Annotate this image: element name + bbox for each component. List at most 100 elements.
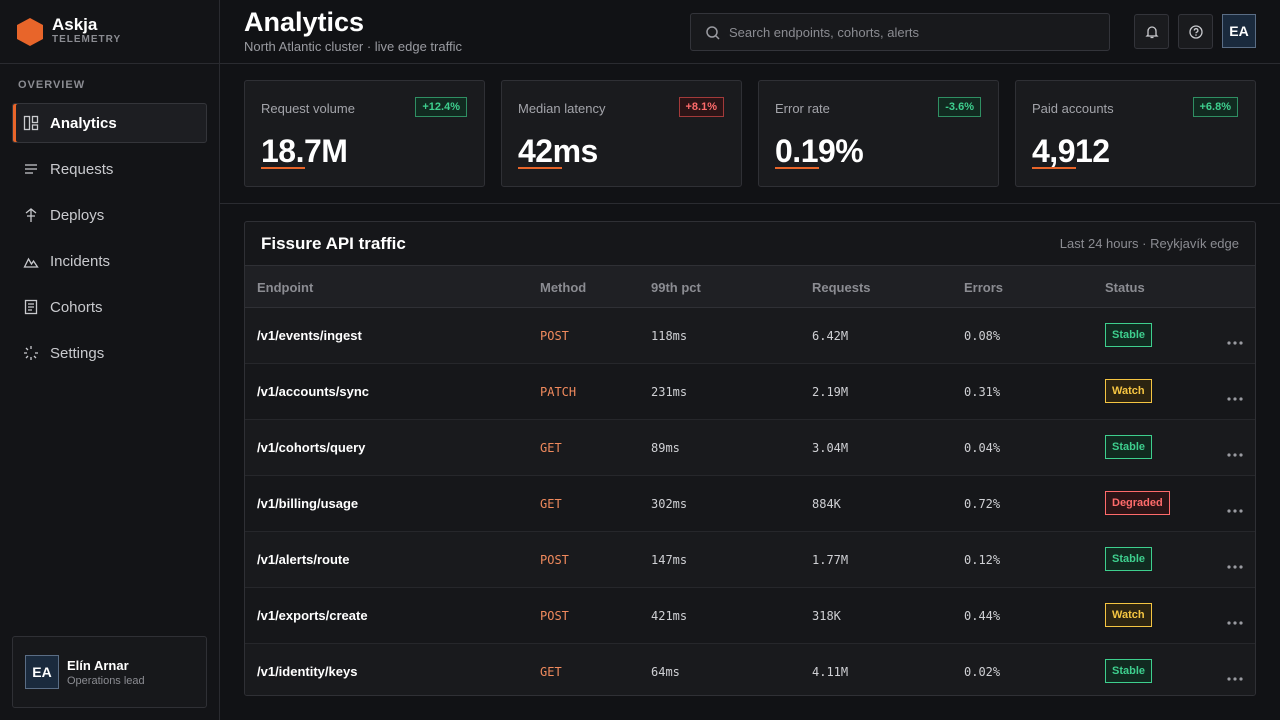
column-header: Method <box>540 280 587 295</box>
cell-method: GET <box>540 441 562 455</box>
menu-icon <box>1227 677 1243 681</box>
user-name: Elín Arnar <box>67 658 129 673</box>
kpi-value: 42ms <box>518 133 598 169</box>
cell-endpoint: /v1/billing/usage <box>257 496 359 511</box>
nav-item[interactable]: Incidents <box>12 241 207 281</box>
cell-errors: 0.04% <box>964 441 1001 455</box>
cell-p99: 147ms <box>651 553 688 567</box>
table-row: /v1/cohorts/query GET 89ms 3.04M 0.04% Stable <box>245 420 1255 476</box>
kpi-label: Error rate <box>775 101 830 116</box>
cell-errors: 0.12% <box>964 553 1001 567</box>
kpi-underline <box>518 167 562 169</box>
nav-icon <box>23 115 39 131</box>
cell-errors: 0.31% <box>964 385 1001 399</box>
help-icon <box>1188 24 1203 39</box>
cell-requests: 318K <box>812 609 841 623</box>
nav-icon <box>25 208 37 222</box>
header-avatar[interactable]: EA <box>1222 14 1256 48</box>
column-header: Endpoint <box>257 280 314 295</box>
kpi-card: Paid accounts +6.8% 4,912 <box>1015 80 1256 187</box>
row-menu[interactable] <box>1227 500 1243 518</box>
cell-errors: 0.44% <box>964 609 1001 623</box>
nav-item[interactable]: Deploys <box>12 195 207 235</box>
cell-p99: 118ms <box>651 329 688 343</box>
search-placeholder: Search endpoints, cohorts, alerts <box>729 25 920 40</box>
cell-status: Watch <box>1105 603 1152 627</box>
nav-label: Requests <box>50 160 114 178</box>
traffic-table: Fissure API traffic Last 24 hours · Reyk… <box>244 221 1256 696</box>
cell-status: Watch <box>1105 379 1152 403</box>
cell-requests: 3.04M <box>812 441 849 455</box>
kpi-label: Paid accounts <box>1032 101 1114 116</box>
nav-label: Settings <box>50 344 105 362</box>
menu-icon <box>1227 453 1243 457</box>
cell-requests: 6.42M <box>812 329 849 343</box>
row-menu[interactable] <box>1227 388 1243 406</box>
nav-section: OVERVIEW <box>18 79 86 91</box>
column-header: Requests <box>812 280 871 295</box>
cell-endpoint: /v1/events/ingest <box>257 328 362 343</box>
table-row: /v1/alerts/route POST 147ms 1.77M 0.12% Stabl… <box>245 532 1255 588</box>
kpi-delta: -3.6% <box>938 97 981 117</box>
cell-method: POST <box>540 609 569 623</box>
nav-item[interactable]: Requests <box>12 149 207 189</box>
nav: Analytics Requests Deploys Incidents Cohorts… <box>12 103 207 379</box>
column-header: Status <box>1105 280 1145 295</box>
cell-status: Stable <box>1105 323 1153 347</box>
top-bar: Analytics North Atlantic cluster · live … <box>220 0 1280 64</box>
row-menu[interactable] <box>1227 556 1243 574</box>
user-card[interactable]: EA Elín Arnar Operations lead <box>12 636 207 708</box>
kpi-delta: +6.8% <box>1192 97 1238 117</box>
nav-icon <box>25 164 37 174</box>
user-avatar: EA <box>25 655 59 689</box>
menu-icon <box>1227 341 1243 345</box>
cell-method: POST <box>540 329 569 343</box>
menu-icon <box>1227 509 1243 513</box>
logo <box>17 18 43 46</box>
table-meta: Last 24 hours · Reykjavík edge <box>1059 236 1239 251</box>
cell-status: Degraded <box>1105 491 1170 515</box>
nav-item[interactable]: Settings <box>12 333 207 373</box>
page-title: Analytics <box>244 7 365 37</box>
brand-name: Askja <box>52 15 98 34</box>
nav-label: Analytics <box>50 114 117 132</box>
kpi-label: Median latency <box>518 101 606 116</box>
cell-p99: 421ms <box>651 609 688 623</box>
cell-errors: 0.72% <box>964 497 1001 511</box>
nav-item[interactable]: Analytics <box>12 103 207 143</box>
help-button[interactable] <box>1178 14 1213 49</box>
cell-requests: 884K <box>812 497 841 511</box>
kpi-value: 18.7M <box>261 133 348 169</box>
nav-item[interactable]: Cohorts <box>12 287 207 327</box>
column-header: 99th pct <box>651 280 701 295</box>
cell-endpoint: /v1/identity/keys <box>257 664 358 679</box>
cell-p99: 231ms <box>651 385 688 399</box>
table-row: /v1/accounts/sync PATCH 231ms 2.19M 0.31% Wat… <box>245 364 1255 420</box>
cell-p99: 89ms <box>651 441 680 455</box>
cell-errors: 0.08% <box>964 329 1001 343</box>
nav-icon <box>24 299 38 315</box>
notifications-button[interactable] <box>1134 14 1169 49</box>
cell-errors: 0.02% <box>964 665 1001 679</box>
kpi-underline <box>1032 167 1076 169</box>
bell-icon <box>1144 25 1159 38</box>
cell-endpoint: /v1/accounts/sync <box>257 384 369 399</box>
kpi-underline <box>261 167 305 169</box>
table-row: /v1/events/ingest POST 118ms 6.42M 0.08% Stab… <box>245 308 1255 364</box>
cell-endpoint: /v1/cohorts/query <box>257 440 366 455</box>
row-menu[interactable] <box>1227 612 1243 630</box>
kpi-card: Request volume +12.4% 18.7M <box>244 80 485 187</box>
cell-endpoint: /v1/alerts/route <box>257 552 350 567</box>
page-subtitle: North Atlantic cluster · live edge traff… <box>244 39 462 54</box>
cell-method: PATCH <box>540 385 577 399</box>
row-menu[interactable] <box>1227 332 1243 350</box>
cell-method: GET <box>540 665 562 679</box>
cell-method: POST <box>540 553 569 567</box>
cell-endpoint: /v1/exports/create <box>257 608 368 623</box>
search[interactable]: Search endpoints, cohorts, alerts <box>690 13 1110 51</box>
kpi-card: Median latency +8.1% 42ms <box>501 80 742 187</box>
row-menu[interactable] <box>1227 668 1243 686</box>
row-menu[interactable] <box>1227 444 1243 462</box>
